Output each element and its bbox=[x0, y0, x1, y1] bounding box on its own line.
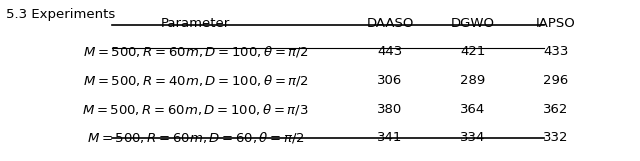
Text: 5.3 Experiments: 5.3 Experiments bbox=[6, 8, 116, 21]
